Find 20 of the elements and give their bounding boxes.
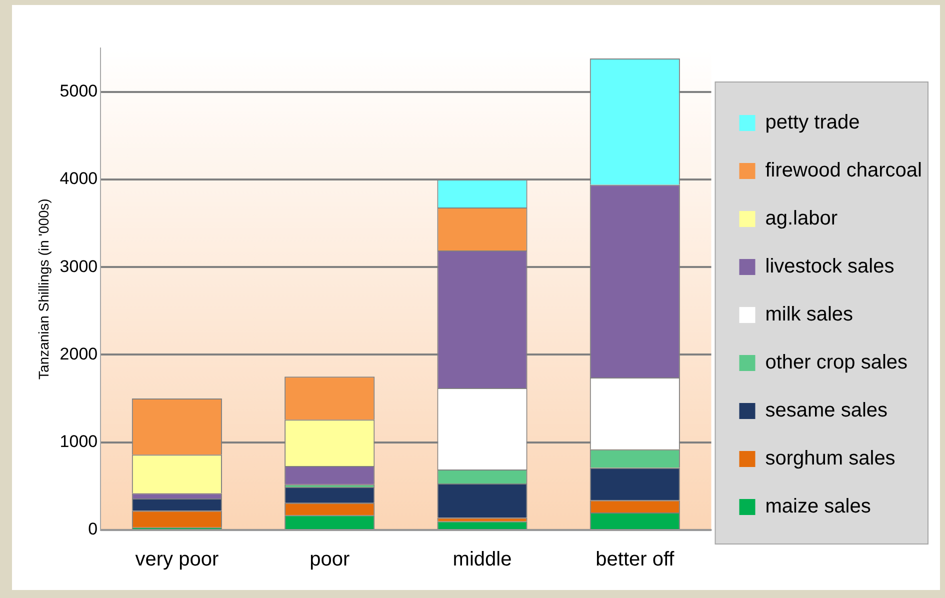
y-tick-label: 3000 bbox=[60, 256, 98, 276]
legend-label: livestock sales bbox=[765, 256, 894, 278]
x-tick-label: middle bbox=[452, 548, 512, 571]
y-tick-label: 5000 bbox=[60, 82, 98, 101]
y-axis-title: Tanzanian Shillings (in '000s) bbox=[35, 198, 52, 380]
legend-label: firewood charcoal bbox=[765, 160, 922, 182]
y-tick-label: 0 bbox=[88, 520, 98, 539]
y-tick-label: 1000 bbox=[60, 432, 98, 452]
legend-label: other crop sales bbox=[765, 352, 908, 374]
x-tick-label: better off bbox=[596, 548, 675, 571]
x-tick-label: very poor bbox=[135, 548, 219, 571]
legend-label: sesame sales bbox=[765, 400, 888, 422]
y-tick-label: 2000 bbox=[60, 344, 98, 364]
y-tick-label: 4000 bbox=[60, 169, 98, 188]
legend-label: sorghum sales bbox=[765, 448, 896, 470]
legend-label: milk sales bbox=[765, 304, 854, 326]
x-tick-label: poor bbox=[310, 548, 350, 571]
legend-label: petty trade bbox=[765, 112, 860, 134]
legend-label: maize sales bbox=[765, 496, 871, 518]
legend-label: ag.labor bbox=[765, 208, 838, 230]
